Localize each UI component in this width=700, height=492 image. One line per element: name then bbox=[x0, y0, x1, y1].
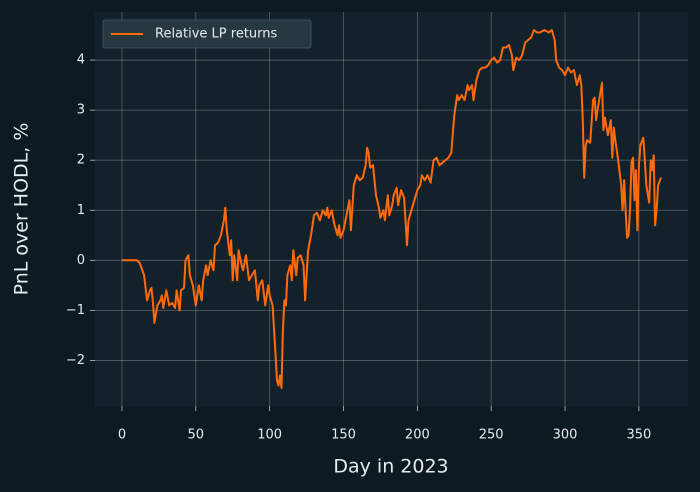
x-tick-label: 50 bbox=[188, 428, 205, 443]
legend-box bbox=[102, 19, 312, 49]
x-tick-label: 200 bbox=[405, 428, 430, 443]
grid bbox=[90, 12, 688, 411]
x-tick-label: 300 bbox=[553, 428, 578, 443]
marks bbox=[122, 29, 662, 389]
x-tick-label: 100 bbox=[257, 428, 282, 443]
y-tick-label: −2 bbox=[66, 353, 85, 368]
x-tick-label: 0 bbox=[118, 428, 126, 443]
x-axis-label: Day in 2023 bbox=[333, 456, 448, 478]
series-line bbox=[122, 29, 662, 389]
y-tick-label: −1 bbox=[66, 303, 85, 318]
y-tick-label: 1 bbox=[77, 203, 85, 218]
y-tick-label: 2 bbox=[77, 153, 85, 168]
legend-label: Relative LP returns bbox=[155, 27, 278, 42]
x-tick-label: 250 bbox=[479, 428, 504, 443]
legend: Relative LP returns bbox=[102, 19, 312, 49]
y-axis-label: PnL over HODL, % bbox=[11, 123, 33, 296]
x-tick-label: 150 bbox=[331, 428, 356, 443]
y-tick-label: 4 bbox=[77, 53, 85, 68]
y-tick-label: 3 bbox=[77, 103, 85, 118]
y-tick-label: 0 bbox=[77, 253, 85, 268]
x-tick-label: 350 bbox=[626, 428, 651, 443]
